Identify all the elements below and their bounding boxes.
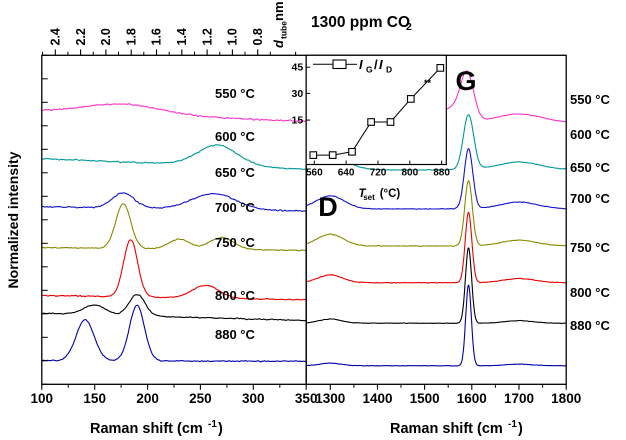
svg-text:750 °C: 750 °C [570,240,611,255]
svg-text:1.8: 1.8 [124,28,138,45]
svg-text:600 °C: 600 °C [570,127,611,142]
svg-text:1300 ppm CO: 1300 ppm CO [311,14,410,31]
svg-text:set: set [363,193,375,202]
svg-text:): ) [518,421,523,437]
svg-text:720: 720 [370,168,387,179]
svg-text:d: d [271,39,286,48]
svg-text:700 °C: 700 °C [570,191,611,206]
svg-text:550 °C: 550 °C [570,92,611,107]
svg-text:1800: 1800 [551,391,581,406]
svg-text:Normalized intensity: Normalized intensity [5,151,21,288]
svg-text:350: 350 [295,391,318,406]
svg-text:**: ** [424,78,432,88]
svg-text:1500: 1500 [410,391,440,406]
svg-text:1.2: 1.2 [200,28,214,45]
svg-text:150: 150 [83,391,106,406]
svg-text:D: D [318,192,338,222]
svg-text:nm: nm [271,2,286,22]
svg-text:D: D [386,65,392,75]
svg-text:1.0: 1.0 [226,28,240,45]
svg-text:1700: 1700 [504,391,534,406]
svg-text:750 °C: 750 °C [215,235,256,250]
svg-text:G: G [455,66,476,96]
svg-text:250: 250 [189,391,212,406]
svg-text:880 °C: 880 °C [570,318,611,333]
svg-text:800 °C: 800 °C [215,288,256,303]
svg-text:tube: tube [279,21,289,39]
svg-text:G: G [366,65,373,75]
svg-text:1.6: 1.6 [150,28,164,45]
svg-text:-1: -1 [508,419,517,430]
svg-text:1.4: 1.4 [175,28,189,45]
svg-text:600 °C: 600 °C [215,129,256,144]
svg-text:650 °C: 650 °C [215,165,256,180]
svg-text:550 °C: 550 °C [215,86,256,101]
svg-text:): ) [218,421,223,437]
svg-text:(°C): (°C) [380,188,401,200]
svg-text:100: 100 [31,391,54,406]
svg-text:300: 300 [242,391,265,406]
svg-text:0.8: 0.8 [251,28,265,45]
svg-text:/: / [374,57,378,72]
svg-text:2.0: 2.0 [99,28,113,45]
svg-text:640: 640 [338,168,355,179]
svg-text:1300: 1300 [315,391,345,406]
svg-text:I: I [359,57,363,72]
svg-text:650 °C: 650 °C [570,160,611,175]
svg-text:800: 800 [401,168,418,179]
svg-text:15: 15 [292,115,304,127]
svg-text:200: 200 [136,391,159,406]
svg-text:1600: 1600 [457,391,487,406]
svg-text:2.2: 2.2 [74,28,88,45]
svg-text:800 °C: 800 °C [570,285,611,300]
svg-text:-1: -1 [208,419,217,430]
svg-text:2.4: 2.4 [49,28,63,45]
svg-text:880: 880 [433,168,450,179]
svg-text:880 °C: 880 °C [215,327,256,342]
svg-text:45: 45 [292,62,304,74]
svg-text:1400: 1400 [362,391,392,406]
svg-text:560: 560 [306,168,323,179]
svg-text:Raman shift (cm: Raman shift (cm [90,421,203,437]
svg-text:700 °C: 700 °C [215,200,256,215]
svg-text:30: 30 [292,88,304,100]
svg-text:2: 2 [406,21,412,33]
svg-text:I: I [379,57,383,72]
svg-text:Raman shift (cm: Raman shift (cm [390,421,503,437]
